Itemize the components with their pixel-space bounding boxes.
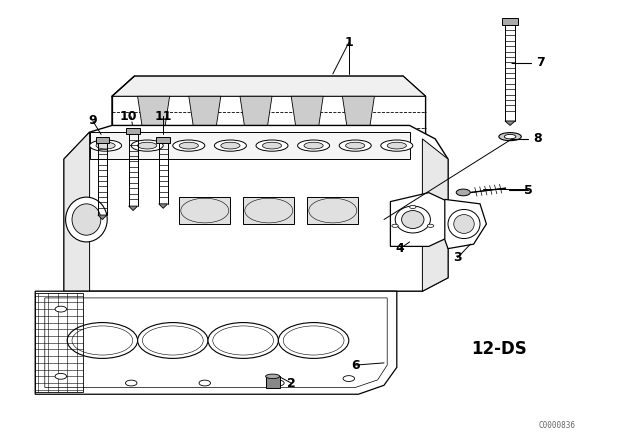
Ellipse shape [387,142,406,149]
Ellipse shape [221,142,240,149]
Text: 4: 4 [396,242,404,255]
Polygon shape [96,137,109,143]
Ellipse shape [298,143,317,152]
Ellipse shape [66,197,108,242]
Ellipse shape [131,140,163,151]
Ellipse shape [381,140,413,151]
Polygon shape [129,206,138,211]
Ellipse shape [72,326,133,355]
Ellipse shape [343,375,355,382]
Ellipse shape [410,205,416,209]
Ellipse shape [304,142,323,149]
Polygon shape [138,96,170,139]
Ellipse shape [67,323,138,358]
Polygon shape [159,204,168,208]
Polygon shape [112,76,426,166]
Ellipse shape [349,143,368,152]
Ellipse shape [346,142,365,149]
Ellipse shape [96,142,115,149]
Ellipse shape [55,306,67,312]
Ellipse shape [284,326,344,355]
Text: 2: 2 [287,376,296,390]
Ellipse shape [298,140,330,151]
Polygon shape [112,76,426,96]
Ellipse shape [138,142,157,149]
Ellipse shape [402,211,424,228]
Text: 3: 3 [453,251,462,264]
Ellipse shape [55,374,67,379]
Ellipse shape [212,326,274,355]
Text: —: — [510,58,520,68]
Polygon shape [64,132,90,291]
Ellipse shape [396,206,431,233]
Ellipse shape [504,134,516,139]
Text: 7: 7 [536,56,545,69]
Polygon shape [502,18,518,25]
Ellipse shape [448,210,480,238]
Ellipse shape [339,140,371,151]
Ellipse shape [199,380,211,386]
Ellipse shape [246,143,266,152]
Polygon shape [390,193,448,246]
Ellipse shape [256,140,288,151]
Ellipse shape [262,142,282,149]
Text: 10: 10 [119,110,137,123]
Text: 1: 1 [344,36,353,49]
Ellipse shape [266,374,280,379]
Polygon shape [98,215,107,220]
Polygon shape [291,96,323,139]
Polygon shape [127,128,140,134]
Polygon shape [90,132,410,159]
Ellipse shape [195,143,214,152]
Ellipse shape [125,380,137,386]
Polygon shape [342,96,374,139]
Bar [179,197,230,224]
Polygon shape [64,125,448,291]
Polygon shape [505,121,515,125]
Text: 6: 6 [351,358,360,372]
Bar [307,197,358,224]
Ellipse shape [273,380,284,386]
Ellipse shape [144,143,163,152]
Ellipse shape [278,323,349,358]
Ellipse shape [499,133,522,141]
Bar [243,197,294,224]
Text: 8: 8 [533,132,542,146]
Polygon shape [189,96,221,139]
Ellipse shape [173,140,205,151]
Ellipse shape [72,204,101,235]
Text: —: — [510,185,520,195]
Ellipse shape [456,189,470,196]
Ellipse shape [392,224,398,228]
Ellipse shape [143,326,204,355]
Ellipse shape [454,215,474,233]
Bar [266,376,280,388]
Polygon shape [156,137,170,143]
Text: C0000836: C0000836 [538,421,575,430]
Polygon shape [35,291,397,394]
Ellipse shape [428,224,434,228]
Text: 11: 11 [154,110,172,123]
Text: 9: 9 [88,114,97,128]
Text: —: — [510,134,520,144]
Polygon shape [240,96,272,139]
Polygon shape [422,139,448,291]
Ellipse shape [208,323,278,358]
Ellipse shape [179,142,198,149]
Text: 5: 5 [524,184,532,197]
Ellipse shape [214,140,246,151]
Polygon shape [45,298,387,388]
Polygon shape [445,199,486,249]
Text: 12-DS: 12-DS [471,340,527,358]
Ellipse shape [138,323,208,358]
Ellipse shape [90,140,122,151]
